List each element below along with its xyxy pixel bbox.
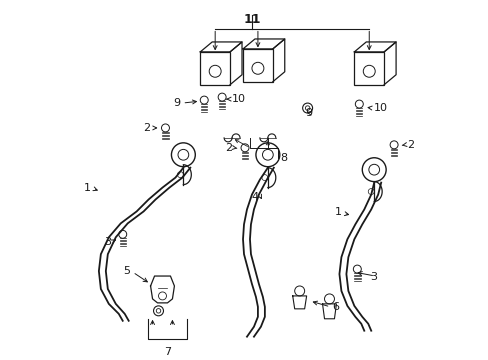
Text: 9: 9 [173, 98, 180, 108]
Text: 10: 10 [232, 94, 245, 104]
Text: 5: 5 [123, 266, 130, 276]
Bar [243, 49, 272, 82]
Text: 10: 10 [373, 103, 387, 113]
Text: 6: 6 [332, 302, 339, 312]
Text: 3: 3 [369, 272, 376, 282]
Text: 7: 7 [163, 347, 171, 357]
Bar [354, 52, 384, 85]
Text: 11: 11 [243, 13, 260, 26]
Text: 8: 8 [279, 153, 286, 163]
Text: 2: 2 [224, 143, 232, 153]
Text: 1: 1 [334, 207, 341, 217]
Text: 4: 4 [251, 192, 258, 202]
Text: 2: 2 [406, 140, 413, 150]
Text: 1: 1 [84, 183, 91, 193]
Text: 3: 3 [103, 237, 111, 247]
Text: 9: 9 [305, 108, 312, 118]
Text: 2: 2 [143, 123, 150, 133]
Bar [200, 52, 230, 85]
